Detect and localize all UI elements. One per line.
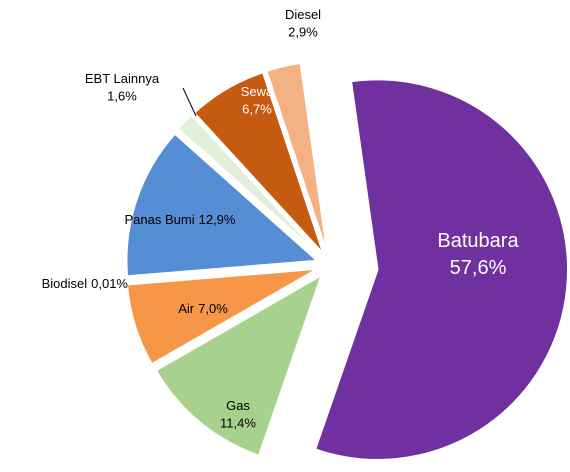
category-label: Diesel — [285, 7, 321, 22]
category-label: Gas — [226, 398, 250, 413]
category-label: Panas Bumi — [125, 212, 195, 227]
data-label: Air 7,0% — [178, 301, 228, 316]
value-label: 11,4% — [220, 416, 256, 431]
value-label: 7,0% — [198, 301, 228, 316]
category-label: Biodisel — [42, 276, 88, 291]
value-label: 6,7% — [242, 102, 272, 117]
value-label: 57,6% — [450, 257, 507, 279]
value-label: 0,01% — [91, 276, 128, 291]
pie-slice — [177, 114, 321, 256]
pie-slice — [265, 62, 328, 252]
category-label: Sewa — [241, 84, 274, 99]
pie-slice — [125, 265, 317, 283]
pie-slice — [126, 268, 318, 365]
category-label: EBT Lainnya — [85, 71, 160, 86]
value-label: 2,9% — [288, 25, 318, 40]
pie-slice — [314, 78, 569, 461]
data-label: Diesel 2,9% — [285, 7, 321, 40]
value-label: 12,9% — [199, 212, 236, 227]
leader-line — [182, 87, 197, 117]
data-label: Biodisel 0,01% — [42, 276, 129, 291]
category-label: Air — [178, 301, 195, 316]
data-label: EBT Lainnya 1,6% — [85, 71, 160, 104]
pie-slice — [155, 274, 323, 457]
data-label: Panas Bumi 12,9% — [125, 212, 236, 227]
pie-slice — [126, 133, 319, 277]
value-label: 1,6% — [107, 89, 137, 104]
category-label: Batubara — [437, 230, 519, 252]
data-label: Gas 11,4% — [220, 398, 256, 431]
data-label: Batubara 57,6% — [437, 230, 519, 279]
data-label: Sewa 6,7% — [241, 84, 274, 117]
